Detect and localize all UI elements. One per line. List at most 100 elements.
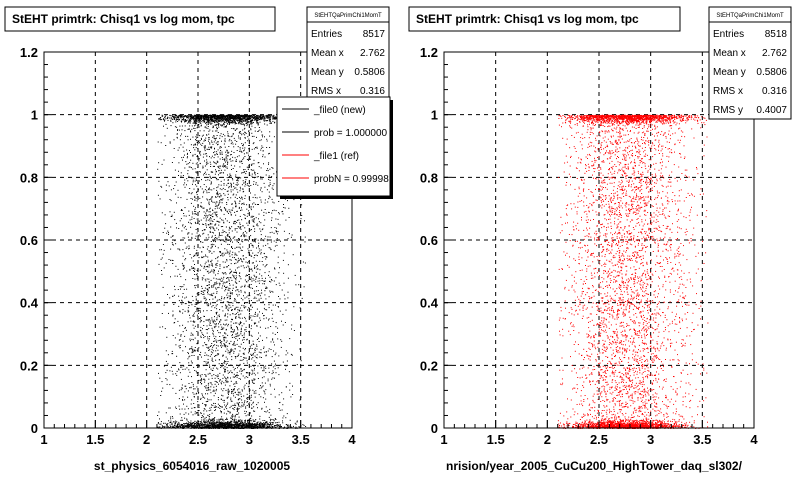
scatter-point <box>247 265 249 267</box>
scatter-point <box>174 275 176 277</box>
scatter-point <box>227 117 229 119</box>
scatter-point <box>194 237 196 239</box>
scatter-point <box>211 197 213 199</box>
scatter-point <box>211 231 213 233</box>
scatter-point <box>202 241 204 243</box>
scatter-point <box>268 117 270 119</box>
scatter-point <box>238 345 240 347</box>
scatter-point <box>213 395 215 397</box>
scatter-point <box>215 119 217 121</box>
scatter-point <box>231 115 233 117</box>
scatter-point <box>219 115 221 117</box>
scatter-point <box>202 192 204 194</box>
scatter-point <box>214 154 216 155</box>
scatter-point <box>193 270 195 271</box>
scatter-point <box>190 116 192 118</box>
scatter-point <box>224 146 226 148</box>
scatter-point <box>213 284 214 286</box>
scatter-point <box>260 385 261 387</box>
scatter-point <box>204 417 206 419</box>
scatter-point <box>231 150 233 152</box>
scatter-point <box>215 118 217 120</box>
scatter-point <box>229 291 231 293</box>
scatter-point <box>212 213 214 215</box>
scatter-point <box>196 309 198 311</box>
scatter-point <box>214 327 216 329</box>
scatter-point <box>239 310 241 312</box>
scatter-point <box>247 158 249 160</box>
scatter-point <box>256 247 257 249</box>
scatter-point <box>211 119 212 121</box>
scatter-point <box>185 228 187 230</box>
scatter-point <box>170 200 172 202</box>
scatter-point <box>212 226 214 228</box>
scatter-point <box>184 259 186 261</box>
scatter-point <box>230 306 232 308</box>
scatter-point <box>238 399 239 401</box>
scatter-point <box>201 417 202 419</box>
scatter-point <box>187 358 189 360</box>
scatter-point <box>248 274 250 275</box>
scatter-point <box>204 290 206 292</box>
scatter-point <box>246 382 248 384</box>
scatter-point <box>247 252 249 254</box>
scatter-point <box>195 197 197 199</box>
scatter-point <box>215 385 217 387</box>
scatter-point <box>196 307 198 309</box>
scatter-point <box>238 117 240 119</box>
scatter-point <box>214 316 215 318</box>
scatter-point <box>196 349 198 351</box>
scatter-point <box>166 369 168 371</box>
scatter-point <box>255 116 257 118</box>
scatter-point <box>235 269 236 271</box>
scatter-point <box>196 137 197 139</box>
scatter-point <box>238 313 240 315</box>
scatter-point <box>241 235 242 237</box>
scatter-point <box>258 332 259 334</box>
scatter-point <box>190 144 192 146</box>
scatter-point <box>254 349 256 351</box>
scatter-point <box>192 162 194 164</box>
scatter-point <box>194 153 196 155</box>
scatter-point <box>180 276 182 278</box>
scatter-point <box>236 219 238 221</box>
scatter-point <box>183 265 185 267</box>
scatter-point <box>258 282 260 284</box>
scatter-point <box>215 197 217 198</box>
scatter-point <box>290 236 292 238</box>
scatter-point <box>281 289 283 291</box>
scatter-point <box>179 310 181 312</box>
scatter-point <box>237 183 239 185</box>
scatter-point <box>220 115 222 117</box>
scatter-point <box>260 249 262 251</box>
scatter-point <box>197 218 199 220</box>
scatter-point <box>240 249 242 251</box>
scatter-point <box>182 225 184 227</box>
scatter-point <box>245 406 247 408</box>
scatter-point <box>201 179 202 181</box>
scatter-point <box>225 273 227 275</box>
scatter-point <box>229 118 231 120</box>
scatter-point <box>196 117 198 118</box>
scatter-point <box>267 117 269 119</box>
scatter-point <box>210 117 212 119</box>
scatter-point <box>201 135 203 137</box>
scatter-point <box>195 284 197 286</box>
scatter-point <box>208 192 210 193</box>
scatter-point <box>208 251 210 253</box>
scatter-point <box>208 115 210 117</box>
scatter-point <box>188 232 190 234</box>
scatter-point <box>275 116 277 118</box>
scatter-point <box>236 326 238 328</box>
scatter-point <box>187 321 189 323</box>
scatter-point <box>222 158 224 160</box>
scatter-point <box>251 373 253 375</box>
scatter-point <box>241 119 243 121</box>
scatter-point <box>194 278 196 280</box>
scatter-point <box>207 124 209 125</box>
scatter-point <box>241 402 243 404</box>
scatter-point <box>211 343 213 344</box>
scatter-point <box>235 119 237 121</box>
scatter-point <box>235 282 237 284</box>
scatter-point <box>171 350 173 352</box>
